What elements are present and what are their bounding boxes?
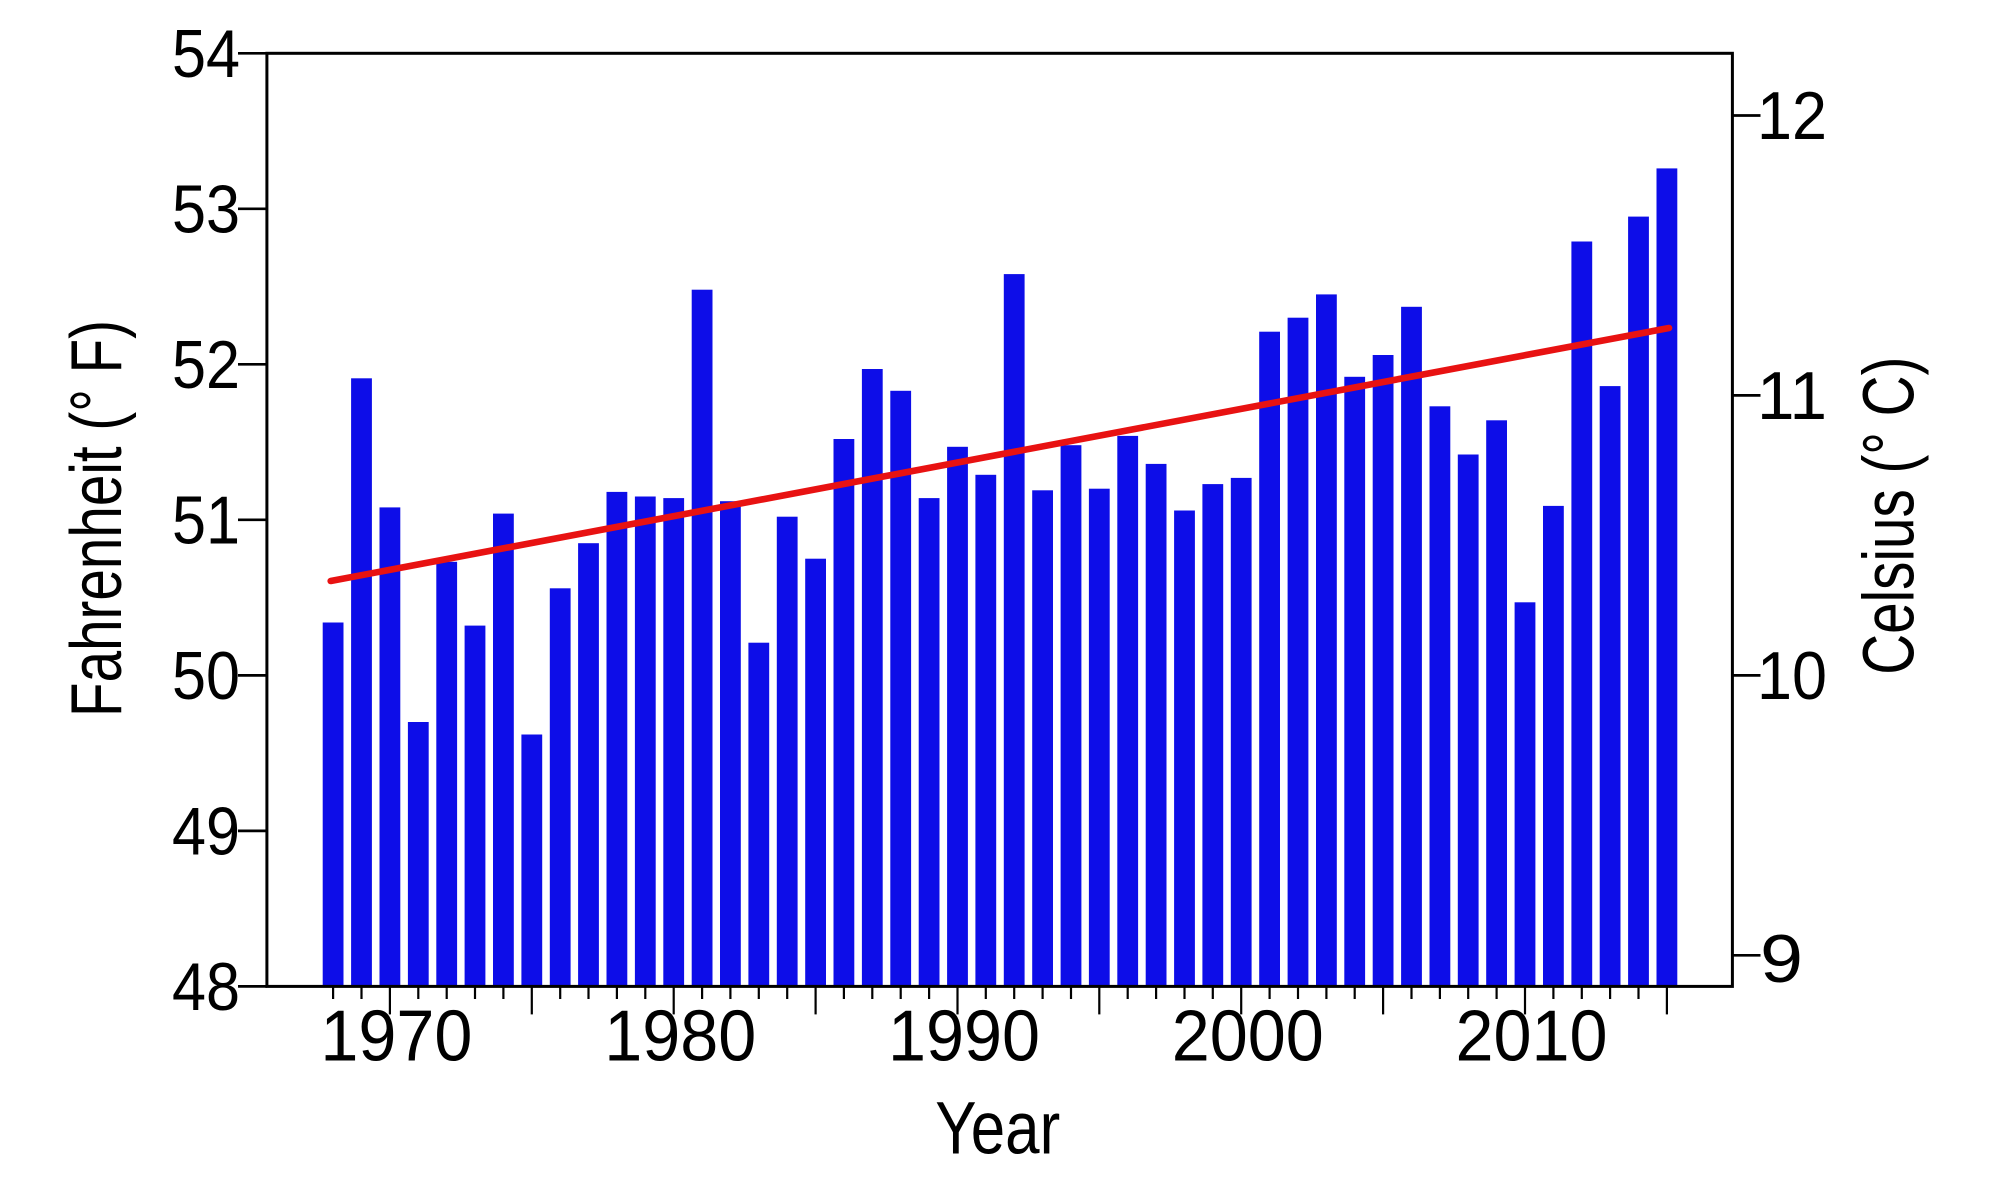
svg-text:50: 50: [172, 638, 240, 714]
svg-text:12: 12: [1757, 78, 1827, 154]
svg-text:Year: Year: [935, 1087, 1060, 1170]
svg-text:Celsius (° C): Celsius (° C): [1850, 357, 1930, 675]
svg-text:9: 9: [1760, 921, 1803, 997]
svg-text:48: 48: [172, 949, 240, 1025]
svg-text:53: 53: [172, 171, 240, 247]
svg-text:49: 49: [172, 793, 240, 869]
svg-text:1990: 1990: [888, 997, 1040, 1077]
svg-text:2000: 2000: [1172, 997, 1324, 1077]
svg-text:10: 10: [1757, 638, 1827, 714]
svg-text:11: 11: [1757, 358, 1827, 434]
svg-text:52: 52: [172, 327, 240, 403]
svg-text:1980: 1980: [604, 997, 756, 1077]
svg-text:54: 54: [172, 16, 240, 92]
svg-text:1970: 1970: [320, 997, 472, 1077]
svg-text:51: 51: [172, 482, 240, 558]
svg-text:2010: 2010: [1456, 997, 1608, 1077]
svg-text:Fahrenheit (° F): Fahrenheit (° F): [57, 320, 137, 717]
